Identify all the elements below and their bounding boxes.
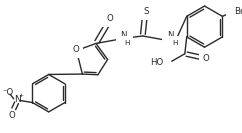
Text: O: O (107, 14, 113, 23)
Text: O: O (8, 111, 15, 120)
Text: S: S (144, 7, 149, 16)
Text: N: N (120, 32, 126, 40)
Text: N: N (167, 32, 173, 40)
Text: N: N (14, 95, 21, 104)
Text: O: O (203, 54, 210, 63)
Text: +: + (19, 93, 24, 98)
Text: ⁻O: ⁻O (2, 88, 14, 97)
Text: H: H (172, 40, 177, 45)
Text: H: H (124, 40, 130, 45)
Text: Br: Br (234, 7, 242, 16)
Text: HO: HO (150, 58, 163, 67)
Text: O: O (72, 45, 79, 54)
